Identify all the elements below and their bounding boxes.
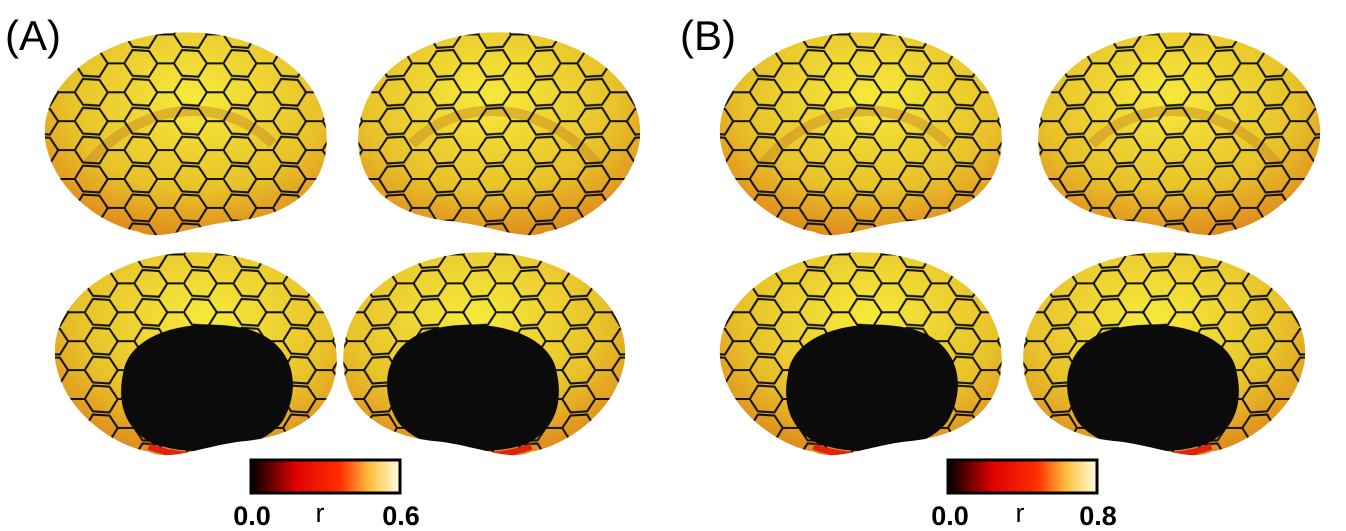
colorbar-min: 0.0 (931, 501, 969, 531)
brain-medial-left (35, 240, 345, 462)
brain-lateral-right (1030, 20, 1340, 242)
colorbar-min: 0.0 (233, 501, 271, 531)
brain-lateral-left (25, 20, 335, 242)
panel-label: (B) (680, 12, 736, 59)
brain-lateral-right (350, 20, 660, 242)
colorbar-label: r (316, 498, 325, 528)
colorbar (249, 458, 402, 495)
panel-b: (B) 0.0 r 0.8 (680, 12, 1340, 531)
brain-lateral-left (700, 20, 1010, 242)
brain-medial-left (700, 240, 1010, 462)
brain-medial-right (335, 240, 645, 462)
colorbar-max: 0.6 (382, 501, 420, 531)
colorbar-max: 0.8 (1079, 501, 1117, 531)
colorbar-label: r (1016, 498, 1025, 528)
colorbar (946, 458, 1099, 495)
brain-medial-right (1015, 240, 1325, 462)
panel-a: (A) 0.0 r 0.6 (5, 12, 660, 531)
panel-label: (A) (5, 12, 61, 59)
